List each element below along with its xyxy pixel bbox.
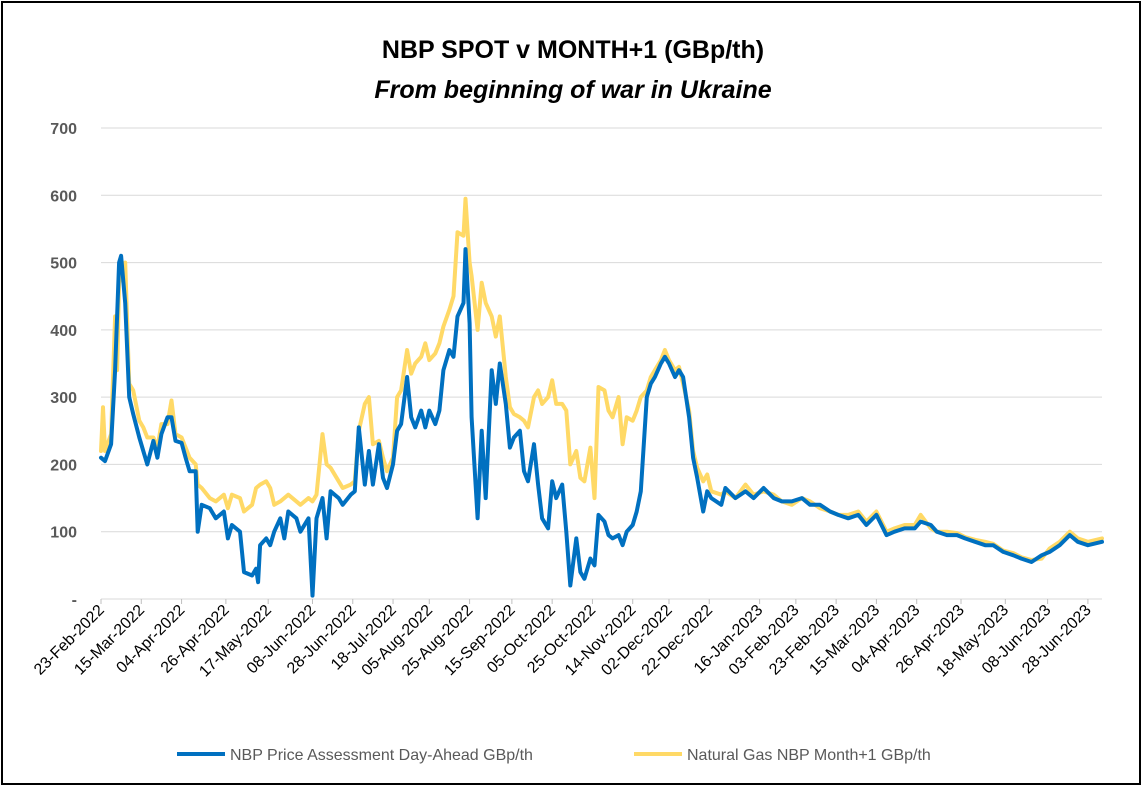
series-line-1 [99,247,1104,598]
y-tick-label: 200 [50,457,77,474]
y-axis-ticks: - 100 200 300 400 500 600 700 [50,121,77,609]
y-tick-label: - [72,592,77,609]
legend-label-2: Natural Gas NBP Month+1 GBp/th [687,747,931,764]
series-line-2 [99,196,1104,562]
y-tick-label: 500 [50,256,77,273]
y-tick-label: 400 [50,323,77,340]
legend-label-1: NBP Price Assessment Day-Ahead GBp/th [230,747,533,764]
y-tick-label: 100 [50,525,77,542]
y-tick-label: 300 [50,390,77,407]
y-tick-label: 600 [50,188,77,205]
chart-subtitle: From beginning of war in Ukraine [374,76,772,104]
x-axis-ticks: 23-Feb-202215-Mar-202204-Apr-202226-Apr-… [31,599,1095,680]
gridlines [101,127,1102,600]
y-tick-label: 700 [50,121,77,138]
chart-title: NBP SPOT v MONTH+1 (GBp/th) [381,36,765,64]
series-lines [99,196,1104,598]
legend: NBP Price Assessment Day-Ahead GBp/th Nat… [177,747,931,764]
